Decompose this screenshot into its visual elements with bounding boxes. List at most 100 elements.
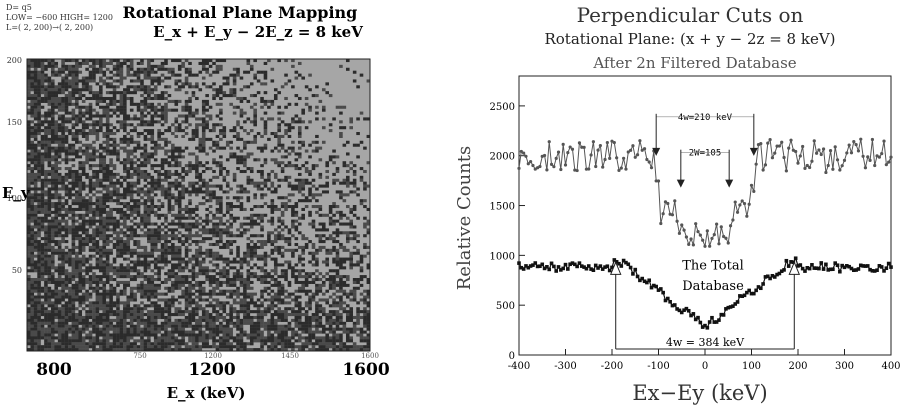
heatmap-cell xyxy=(195,307,199,311)
heatmap-cell xyxy=(328,234,333,238)
heatmap-cell xyxy=(37,88,41,92)
heatmap-cell xyxy=(51,254,55,258)
heatmap-cell xyxy=(30,310,35,314)
heatmap-cell xyxy=(215,286,220,290)
heatmap-cell xyxy=(246,292,251,296)
heatmap-cell xyxy=(105,114,110,118)
heatmap-cell xyxy=(164,175,168,179)
heatmap-cell xyxy=(109,108,113,112)
heatmap-cell xyxy=(171,251,175,255)
heatmap-cell xyxy=(68,67,72,71)
heatmap-cell xyxy=(352,321,357,325)
heatmap-cell xyxy=(164,143,168,147)
heatmap-cell xyxy=(54,310,59,314)
heatmap-cell xyxy=(239,280,244,284)
heatmap-cell xyxy=(99,263,103,267)
heatmap-cell xyxy=(33,313,38,317)
heatmap-cell xyxy=(27,263,31,267)
heatmap-cell xyxy=(328,283,333,287)
heatmap-cell xyxy=(215,310,220,314)
heatmap-cell xyxy=(40,286,45,290)
heatmap-cell xyxy=(236,245,240,249)
heatmap-cell xyxy=(164,102,168,106)
heatmap-cell xyxy=(280,134,285,138)
heatmap-cell xyxy=(44,184,48,188)
heatmap-cell xyxy=(260,240,264,244)
heatmap-cell xyxy=(339,321,343,325)
heatmap-cell xyxy=(301,237,305,241)
heatmap-cell xyxy=(30,149,35,153)
heatmap-cell xyxy=(263,272,268,276)
heatmap-cell xyxy=(99,225,103,229)
heatmap-cell xyxy=(321,283,326,287)
heatmap-cell xyxy=(297,280,302,284)
heatmap-cell xyxy=(363,222,367,226)
heatmap-cell xyxy=(133,129,137,133)
heatmap-cell xyxy=(205,193,209,197)
heatmap-cell xyxy=(222,260,227,264)
heatmap-cell xyxy=(174,184,179,188)
heatmap-cell xyxy=(75,292,79,296)
heatmap-cell xyxy=(177,181,182,185)
heatmap-cell xyxy=(184,132,189,136)
heatmap-cell xyxy=(99,88,103,92)
heatmap-cell xyxy=(88,292,93,296)
heatmap-cell xyxy=(64,318,69,322)
heatmap-cell xyxy=(47,222,52,226)
heatmap-cell xyxy=(246,117,251,121)
heatmap-cell xyxy=(27,219,31,223)
heatmap-cell xyxy=(164,301,168,305)
heatmap-cell xyxy=(249,213,254,217)
heatmap-cell xyxy=(105,143,110,147)
heatmap-cell xyxy=(339,216,343,220)
heatmap-cell xyxy=(229,313,233,317)
heatmap-cell xyxy=(68,315,72,320)
heatmap-cell xyxy=(102,199,107,203)
heatmap-cell xyxy=(177,129,182,133)
heatmap-cell xyxy=(215,67,220,71)
heatmap-cell xyxy=(153,193,158,197)
heatmap-cell xyxy=(239,88,244,92)
heatmap-cell xyxy=(328,280,333,284)
heatmap-cell xyxy=(328,275,333,279)
heatmap-cell xyxy=(352,289,357,293)
heatmap-cell xyxy=(51,82,55,86)
heatmap-cell xyxy=(297,315,302,320)
heatmap-cell xyxy=(253,102,257,106)
heatmap-cell xyxy=(208,190,213,194)
heatmap-cell xyxy=(71,231,76,235)
heatmap-cell xyxy=(177,310,182,314)
heatmap-cell xyxy=(297,313,302,317)
heatmap-cell xyxy=(47,123,52,127)
heatmap-cell xyxy=(119,111,124,115)
heatmap-cell xyxy=(291,205,295,209)
heatmap-cell xyxy=(40,161,45,165)
heatmap-cell xyxy=(308,105,312,109)
heatmap-cell xyxy=(92,307,96,311)
heatmap-cell xyxy=(359,315,364,320)
heatmap-cell xyxy=(30,158,35,162)
heatmap-cell xyxy=(359,73,364,77)
heatmap-cell xyxy=(54,190,59,194)
heatmap-cell xyxy=(232,73,237,77)
heatmap-cell xyxy=(102,114,107,118)
heatmap-cell xyxy=(44,149,48,153)
heatmap-cell xyxy=(102,292,107,296)
heatmap-cell xyxy=(136,205,141,209)
heatmap-cell xyxy=(105,269,110,273)
heatmap-cell xyxy=(102,164,107,168)
heatmap-cell xyxy=(294,318,299,322)
heatmap-cell xyxy=(273,248,278,252)
heatmap-cell xyxy=(315,251,319,255)
heatmap-cell xyxy=(267,137,271,141)
heatmap-cell xyxy=(191,257,196,261)
heatmap-cell xyxy=(33,219,38,223)
heatmap-cell xyxy=(44,213,48,217)
heatmap-cell xyxy=(85,175,89,179)
heatmap-cell xyxy=(273,237,278,241)
heatmap-cell xyxy=(99,257,103,261)
heatmap-cell xyxy=(273,318,278,322)
heatmap-cell xyxy=(270,315,275,320)
heatmap-cell xyxy=(81,298,86,302)
heatmap-cell xyxy=(40,245,45,249)
